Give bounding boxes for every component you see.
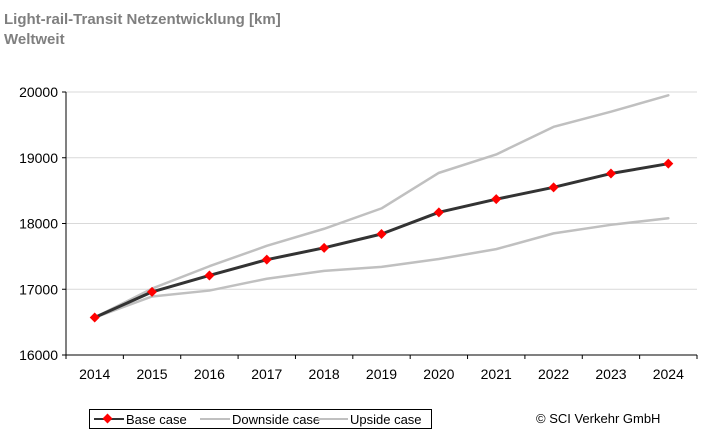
x-tick-label: 2017	[251, 366, 282, 382]
legend-label-downside-case: Downside case	[232, 411, 321, 427]
legend-swatch-downside-case	[200, 414, 230, 424]
legend-item-base-case: Base case	[94, 410, 187, 428]
x-tick-label: 2016	[194, 366, 225, 382]
legend-item-downside-case: Downside case	[200, 410, 320, 428]
data-point-base-case	[376, 229, 387, 240]
y-tick-label: 17000	[19, 281, 58, 297]
x-tick-label: 2024	[653, 366, 684, 382]
legend-swatch-base-case	[94, 413, 124, 424]
chart-title: Light-rail-Transit Netzentwicklung [km]	[4, 11, 281, 28]
data-point-base-case	[663, 158, 674, 169]
x-tick-label: 2018	[309, 366, 340, 382]
x-tick-label: 2019	[366, 366, 397, 382]
data-point-base-case	[147, 286, 158, 297]
data-point-base-case	[261, 254, 272, 265]
x-tick-label: 2022	[538, 366, 569, 382]
y-tick-label: 19000	[19, 150, 58, 166]
data-point-base-case	[605, 168, 616, 179]
data-point-base-case	[548, 182, 559, 193]
series-line-upside-case	[93, 94, 670, 319]
data-point-base-case	[319, 242, 330, 253]
x-tick-label: 2014	[79, 366, 110, 382]
legend: Base case Downside case Upside case	[89, 409, 432, 429]
chart-subtitle: Weltweit	[4, 31, 65, 48]
y-tick-label: 16000	[19, 347, 58, 363]
y-tick-label: 18000	[19, 216, 58, 232]
legend-item-upside-case: Upside case	[318, 410, 422, 428]
x-tick-label: 2020	[423, 366, 454, 382]
x-tick-label: 2015	[136, 366, 167, 382]
data-point-base-case	[491, 194, 502, 205]
x-tick-label: 2021	[481, 366, 512, 382]
y-tick-label: 20000	[19, 84, 58, 100]
x-tick-label: 2023	[595, 366, 626, 382]
series-line-downside-case	[93, 216, 670, 319]
legend-label-base-case: Base case	[126, 411, 187, 427]
data-point-base-case	[433, 207, 444, 218]
legend-swatch-upside-case	[318, 414, 348, 424]
data-point-base-case	[89, 312, 100, 323]
legend-label-upside-case: Upside case	[350, 411, 422, 427]
copyright-text: © SCI Verkehr GmbH	[536, 411, 661, 426]
data-point-base-case	[204, 270, 215, 281]
